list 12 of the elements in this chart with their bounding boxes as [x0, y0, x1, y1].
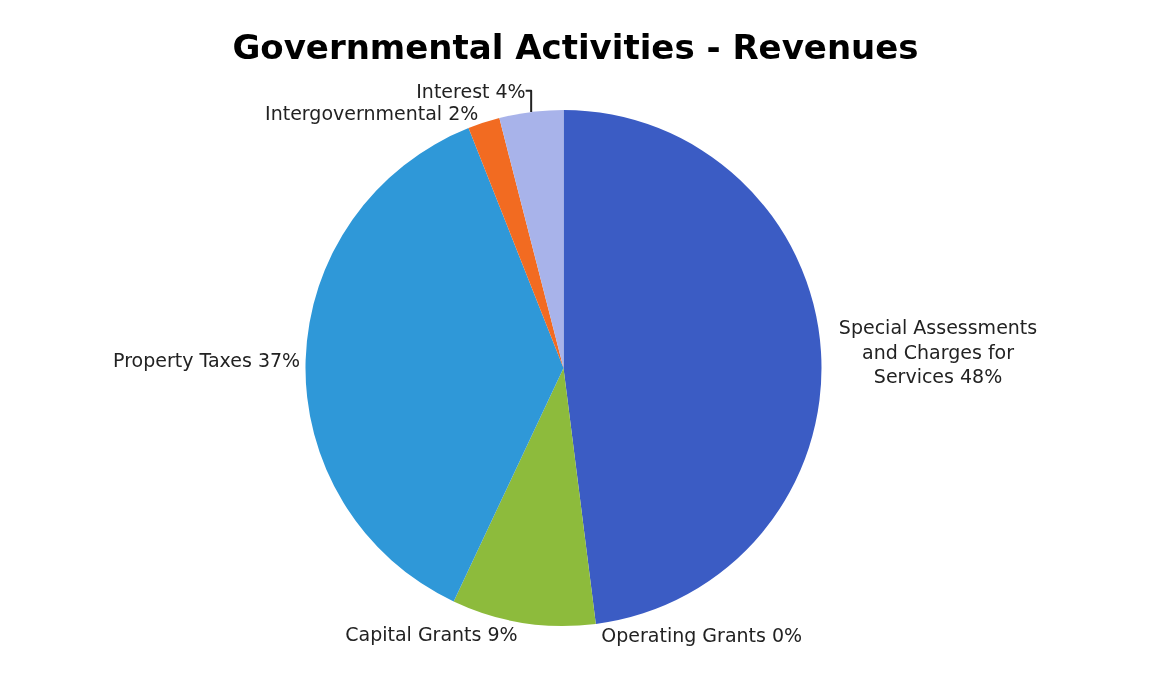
pie-slice — [563, 110, 821, 624]
pie-slice — [468, 118, 564, 368]
slice-label: Intergovernmental 2% — [265, 101, 479, 124]
pie-slice — [305, 128, 564, 602]
slice-label: Capital Grants 9% — [345, 622, 518, 645]
category-label: Operating Grants 0% — [601, 623, 803, 646]
slice-label: Interest 4% — [416, 79, 526, 102]
pie-slice — [499, 110, 564, 368]
chart-title: Governmental Activities - Revenues — [232, 26, 919, 67]
pie-slice — [453, 368, 596, 626]
slice-label: Property Taxes 37% — [113, 348, 301, 371]
slice-label: Special Assessments and Charges for Services 48% — [838, 315, 1038, 388]
